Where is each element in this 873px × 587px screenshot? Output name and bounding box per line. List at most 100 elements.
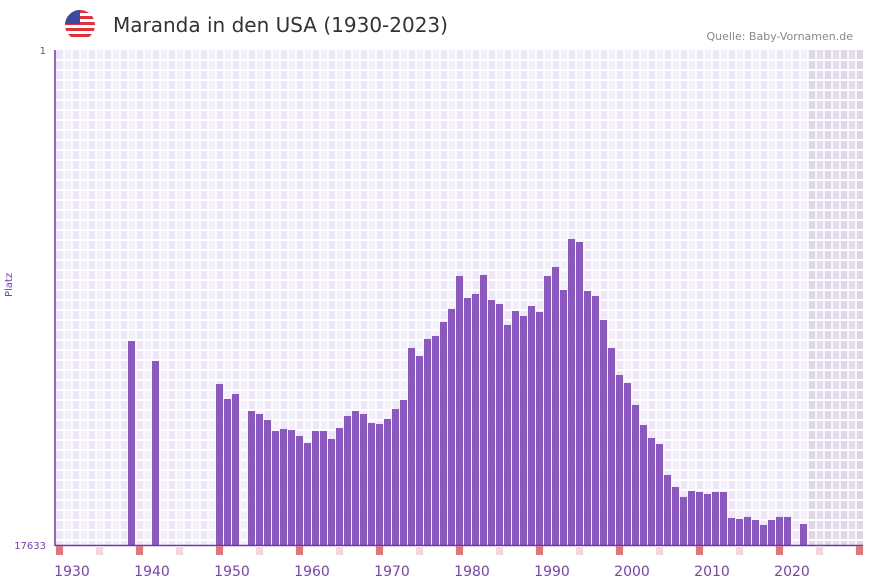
grid-column bbox=[504, 50, 512, 545]
grid-column bbox=[624, 50, 632, 545]
bar-2009 bbox=[704, 493, 711, 545]
bar-1987 bbox=[528, 306, 535, 545]
bar-2007 bbox=[688, 490, 695, 545]
grid-column bbox=[432, 50, 440, 545]
grid-column bbox=[88, 50, 96, 545]
decade-marker bbox=[616, 546, 623, 555]
decade-marker bbox=[216, 546, 223, 555]
bar-1937 bbox=[128, 341, 135, 545]
bar-1991 bbox=[560, 290, 567, 545]
bar-1984 bbox=[504, 324, 511, 545]
decade-marker bbox=[696, 546, 703, 555]
bar-2000 bbox=[632, 404, 639, 545]
grid-column bbox=[120, 50, 128, 545]
bar-1964 bbox=[344, 416, 351, 545]
grid-column bbox=[368, 50, 376, 545]
grid-column bbox=[856, 50, 863, 545]
bar-2016 bbox=[760, 524, 767, 545]
bar-1952 bbox=[248, 411, 255, 545]
grid-column bbox=[776, 50, 784, 545]
grid-column bbox=[312, 50, 320, 545]
grid-column bbox=[136, 50, 144, 545]
grid-column bbox=[440, 50, 448, 545]
bar-1985 bbox=[512, 311, 519, 545]
bar-1961 bbox=[320, 430, 327, 545]
y-tick-label: 1 bbox=[40, 46, 46, 57]
bar-1969 bbox=[384, 419, 391, 545]
grid-column bbox=[248, 50, 256, 545]
grid-column bbox=[360, 50, 368, 545]
grid-column bbox=[760, 50, 768, 545]
bar-1966 bbox=[360, 414, 367, 545]
bar-2001 bbox=[640, 424, 647, 545]
bar-1975 bbox=[432, 335, 439, 545]
grid-column bbox=[176, 50, 184, 545]
grid-column bbox=[816, 50, 824, 545]
bar-1976 bbox=[440, 322, 447, 545]
grid-column bbox=[376, 50, 384, 545]
decade-marker bbox=[416, 546, 423, 555]
grid-column bbox=[400, 50, 408, 545]
decade-marker bbox=[376, 546, 383, 555]
grid-column bbox=[728, 50, 736, 545]
bar-1957 bbox=[288, 430, 295, 545]
bar-2004 bbox=[664, 474, 671, 545]
bar-1968 bbox=[376, 424, 383, 545]
x-tick-label: 1970 bbox=[374, 564, 410, 580]
grid-column bbox=[56, 50, 64, 545]
grid-column bbox=[224, 50, 232, 545]
grid-column bbox=[600, 50, 608, 545]
grid-column bbox=[168, 50, 176, 545]
grid-column bbox=[384, 50, 392, 545]
x-tick-label: 2020 bbox=[774, 564, 810, 580]
x-tick-label: 2010 bbox=[694, 564, 730, 580]
grid-column bbox=[736, 50, 744, 545]
decade-marker bbox=[56, 546, 63, 555]
bar-2005 bbox=[672, 486, 679, 545]
grid-column bbox=[496, 50, 504, 545]
grid-column bbox=[352, 50, 360, 545]
bar-1950 bbox=[232, 393, 239, 545]
grid-column bbox=[336, 50, 344, 545]
y-tick-label: 17633 bbox=[14, 541, 46, 552]
bar-2003 bbox=[656, 443, 663, 545]
grid-column bbox=[288, 50, 296, 545]
bar-1980 bbox=[472, 293, 479, 545]
bar-1990 bbox=[552, 266, 559, 545]
bar-1983 bbox=[496, 303, 503, 545]
grid-column bbox=[304, 50, 312, 545]
grid-column bbox=[680, 50, 688, 545]
grid-column bbox=[328, 50, 336, 545]
grid-column bbox=[232, 50, 240, 545]
grid-column bbox=[840, 50, 848, 545]
grid-column bbox=[656, 50, 664, 545]
bar-2002 bbox=[648, 437, 655, 545]
grid-column bbox=[144, 50, 152, 545]
bar-2013 bbox=[736, 519, 743, 545]
grid-column bbox=[832, 50, 840, 545]
grid-column bbox=[264, 50, 272, 545]
grid-column bbox=[648, 50, 656, 545]
decade-marker bbox=[256, 546, 263, 555]
x-tick-label: 1960 bbox=[294, 564, 330, 580]
bar-1956 bbox=[280, 428, 287, 545]
decade-marker bbox=[576, 546, 583, 555]
grid-column bbox=[200, 50, 208, 545]
grid-column bbox=[416, 50, 424, 545]
grid-column bbox=[720, 50, 728, 545]
bar-2017 bbox=[768, 519, 775, 545]
grid-column bbox=[192, 50, 200, 545]
grid-column bbox=[784, 50, 792, 545]
bar-2008 bbox=[696, 491, 703, 545]
x-tick-label: 1990 bbox=[534, 564, 570, 580]
bar-1971 bbox=[400, 399, 407, 545]
grid-column bbox=[792, 50, 800, 545]
grid-column bbox=[696, 50, 704, 545]
bar-1948 bbox=[216, 383, 223, 545]
bar-1981 bbox=[480, 274, 487, 545]
bar-2015 bbox=[752, 519, 759, 545]
grid-column bbox=[824, 50, 832, 545]
grid-column bbox=[640, 50, 648, 545]
bar-1986 bbox=[520, 316, 527, 545]
decade-marker bbox=[496, 546, 503, 555]
